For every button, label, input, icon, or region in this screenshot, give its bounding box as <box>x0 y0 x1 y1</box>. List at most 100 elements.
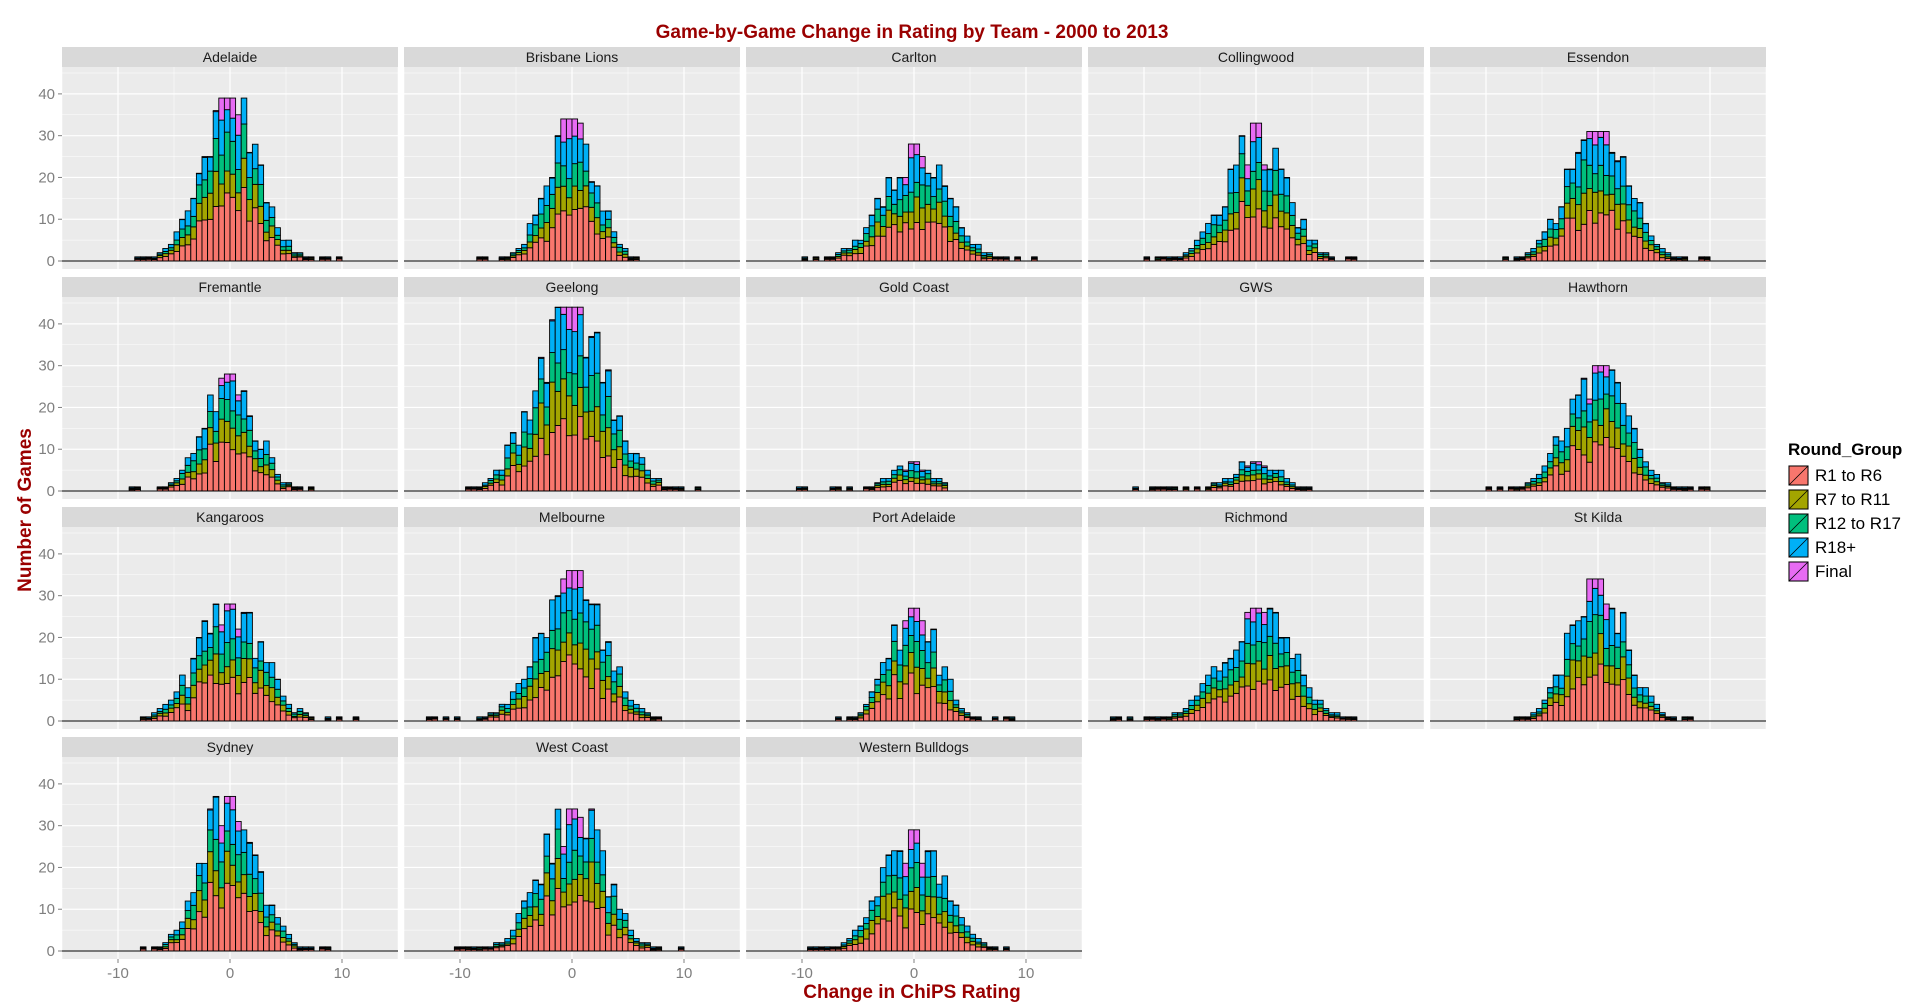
histogram-bar-segment <box>240 157 248 188</box>
facet-strip-label: West Coast <box>536 739 608 755</box>
histogram-bar-segment <box>554 362 562 392</box>
histogram-bar-segment <box>167 243 175 249</box>
histogram-bar-segment <box>1249 688 1257 722</box>
facet-strip-label: Collingwood <box>1218 49 1294 65</box>
histogram-bar-segment <box>638 708 646 713</box>
histogram-bar-segment <box>947 709 954 722</box>
histogram-bar-segment <box>1647 478 1655 484</box>
histogram-bar-segment <box>924 677 932 689</box>
histogram-bar-segment <box>257 466 265 474</box>
histogram-bar-segment <box>1591 652 1599 676</box>
histogram-bar-segment <box>1603 131 1610 146</box>
histogram-bar-segment <box>588 837 595 863</box>
histogram-bar-segment <box>560 306 567 315</box>
histogram-bar-segment <box>969 253 977 262</box>
histogram-bar-segment <box>1221 701 1229 722</box>
histogram-bar-segment <box>246 152 253 179</box>
histogram-bar-segment <box>969 247 977 252</box>
histogram-bar-segment <box>835 946 842 948</box>
histogram-bar-segment <box>190 919 197 930</box>
histogram-bar-segment <box>212 838 220 872</box>
histogram-bar-segment <box>1619 611 1627 614</box>
histogram-bar-segment <box>1261 478 1268 485</box>
histogram-bar-segment <box>863 703 870 707</box>
histogram-bar-segment <box>1569 398 1577 415</box>
histogram-bar-segment <box>582 411 590 440</box>
histogram-bar-segment <box>1300 486 1307 489</box>
histogram-bar-segment <box>577 855 584 875</box>
histogram-bar-segment <box>891 660 898 676</box>
histogram-bar-segment <box>1597 578 1605 596</box>
histogram-bar-segment <box>605 210 612 220</box>
histogram-bar-segment <box>493 942 500 945</box>
x-tick-label: 10 <box>1018 965 1035 982</box>
histogram-bar-segment <box>919 479 926 484</box>
histogram-bar-segment <box>1233 667 1240 682</box>
histogram-bar-segment <box>1519 256 1526 259</box>
histogram-bar-segment <box>201 621 209 652</box>
histogram-bar-segment <box>532 678 539 699</box>
histogram-bar-segment <box>1233 164 1240 193</box>
histogram-bar-segment <box>840 248 848 252</box>
histogram-bar-segment <box>184 910 192 919</box>
histogram-bar-segment <box>627 460 635 468</box>
histogram-bar-segment <box>1653 484 1661 492</box>
histogram-bar-segment <box>627 476 635 492</box>
histogram-bar-segment <box>240 452 248 492</box>
histogram-bar-segment <box>190 904 197 921</box>
histogram-bar-segment <box>279 249 287 255</box>
histogram-bar-segment <box>1244 480 1251 492</box>
histogram-bar-segment <box>571 849 579 880</box>
histogram-bar-segment <box>537 898 545 915</box>
histogram-bar-segment <box>1619 156 1627 158</box>
histogram-bar-segment <box>577 306 584 316</box>
facet-strip <box>746 507 1082 527</box>
facet-panel-gws: GWS <box>1087 277 1425 499</box>
histogram-bar-segment <box>1575 151 1582 154</box>
histogram-bar-segment <box>969 940 977 946</box>
histogram-bar-segment <box>1547 697 1554 706</box>
histogram-bar-segment <box>201 459 209 474</box>
histogram-bar-segment <box>560 210 567 262</box>
histogram-bar-segment <box>1670 256 1677 259</box>
histogram-bar-segment <box>930 208 937 223</box>
histogram-bar-segment <box>190 478 197 492</box>
histogram-bar-segment <box>907 635 915 653</box>
histogram-bar-segment <box>907 607 915 618</box>
histogram-bar-segment <box>1199 244 1207 251</box>
histogram-bar-segment <box>1563 632 1571 660</box>
histogram-bar-segment <box>223 170 231 194</box>
histogram-bar-segment <box>1305 245 1313 251</box>
histogram-bar-segment <box>857 942 865 952</box>
histogram-bar-segment <box>919 482 926 492</box>
histogram-bar-segment <box>139 716 147 718</box>
histogram-bar-segment <box>1266 635 1274 656</box>
histogram-bar-segment <box>605 676 612 690</box>
histogram-bar-segment <box>1221 478 1229 483</box>
histogram-bar-segment <box>1126 716 1134 719</box>
histogram-bar-segment <box>1244 685 1251 722</box>
histogram-bar-segment <box>285 940 293 946</box>
histogram-bar-segment <box>885 854 893 856</box>
histogram-bar-segment <box>257 449 265 459</box>
histogram-bar-segment <box>515 254 523 262</box>
histogram-bar-segment <box>935 913 943 924</box>
histogram-bar-segment <box>190 672 197 686</box>
histogram-bar-segment <box>521 253 528 262</box>
histogram-bar-segment <box>498 484 506 492</box>
histogram-bar-segment <box>941 875 949 899</box>
histogram-bar-segment <box>829 486 837 489</box>
histogram-bar-segment <box>1608 607 1616 610</box>
histogram-bar-segment <box>879 895 887 920</box>
histogram-bar-segment <box>616 458 623 492</box>
histogram-bar-segment <box>560 141 567 167</box>
histogram-bar-segment <box>605 896 612 914</box>
histogram-bar-segment <box>1277 686 1285 722</box>
histogram-bar-segment <box>296 710 304 715</box>
histogram-bar-segment <box>582 206 590 262</box>
histogram-bar-segment <box>577 122 584 140</box>
histogram-bar-segment <box>633 938 640 942</box>
histogram-bar-segment <box>571 901 579 952</box>
histogram-bar-segment <box>1238 676 1246 688</box>
histogram-bar-segment <box>268 225 276 238</box>
